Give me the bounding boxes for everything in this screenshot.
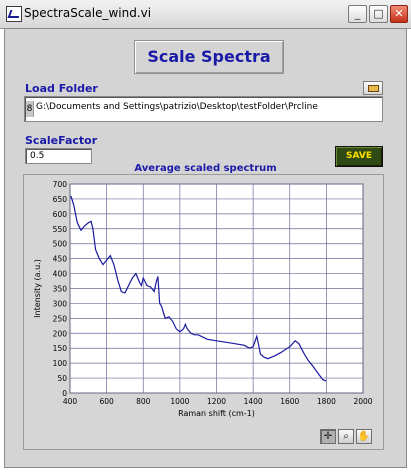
maximize-button[interactable]: □ xyxy=(369,5,388,23)
scale-spectra-title: Scale Spectra xyxy=(134,40,284,74)
minimize-button[interactable]: _ xyxy=(348,5,367,23)
save-button[interactable]: SAVE xyxy=(335,146,383,167)
browse-folder-button[interactable] xyxy=(363,81,383,95)
close-button[interactable]: ✕ xyxy=(390,5,408,23)
window-title: SpectraScale_wind.vi xyxy=(24,6,152,20)
labview-app-icon xyxy=(6,6,22,22)
scale-factor-label: ScaleFactor xyxy=(25,134,98,147)
crosshair-icon[interactable]: ✛ xyxy=(320,429,336,444)
window-titlebar: SpectraScale_wind.vi _ □ ✕ xyxy=(0,0,411,29)
load-folder-label: Load Folder xyxy=(25,82,98,95)
folder-icon xyxy=(368,85,379,92)
pan-hand-icon[interactable]: ✋ xyxy=(356,429,372,444)
chart-title: Average scaled spectrum xyxy=(134,163,277,174)
waveform-graph xyxy=(23,174,384,450)
graph-palette: ✛ ⌕ ✋ xyxy=(320,429,372,444)
scale-factor-input[interactable]: 0.5 xyxy=(25,148,92,164)
folder-path-text: G:\Documents and Settings\patrizio\Deskt… xyxy=(36,102,318,112)
zoom-icon[interactable]: ⌕ xyxy=(338,429,354,444)
path-type-indicator: 8 xyxy=(26,101,34,117)
folder-path-input[interactable]: 8 G:\Documents and Settings\patrizio\Des… xyxy=(24,96,383,122)
